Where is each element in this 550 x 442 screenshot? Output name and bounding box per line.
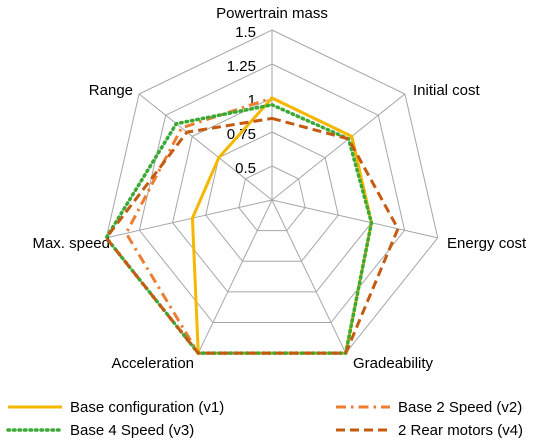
radar-series [104,96,400,355]
axis-spoke [197,199,273,354]
axis-label: Energy cost [447,235,527,252]
radar-spokes [106,30,438,354]
axis-label: Initial cost [413,82,481,99]
grid-ring [238,165,306,232]
series-line [104,116,400,355]
axis-label: Range [89,82,133,99]
axis-label: Max. speed [32,235,110,252]
grid-ring [138,63,406,324]
axis-spoke [271,93,406,201]
legend-label: Base 2 Speed (v2) [398,399,522,416]
tick-label: 1.5 [235,24,256,41]
series-line [104,103,374,355]
axis-label: Powertrain mass [216,5,328,22]
legend-label: 2 Rear motors (v4) [398,422,523,439]
legend-label: Base 4 Speed (v3) [70,422,194,439]
legend-label: Base configuration (v1) [70,399,224,416]
tick-label: 0.5 [235,160,256,177]
axis-spoke [271,199,347,354]
axis-label: Acceleration [111,355,194,372]
chart-legend: Base configuration (v1) Base 2 Speed (v2)… [6,399,523,439]
tick-label: 1.25 [227,58,256,75]
grid-ring [205,131,339,262]
axis-spoke [271,199,438,239]
axis-spoke [106,199,273,239]
axis-spoke [138,93,273,201]
axis-label: Gradeability [353,355,434,372]
radar-axis-labels: Powertrain mass Initial cost Energy cost Gr… [32,5,527,372]
tick-label: 1 [248,92,256,109]
